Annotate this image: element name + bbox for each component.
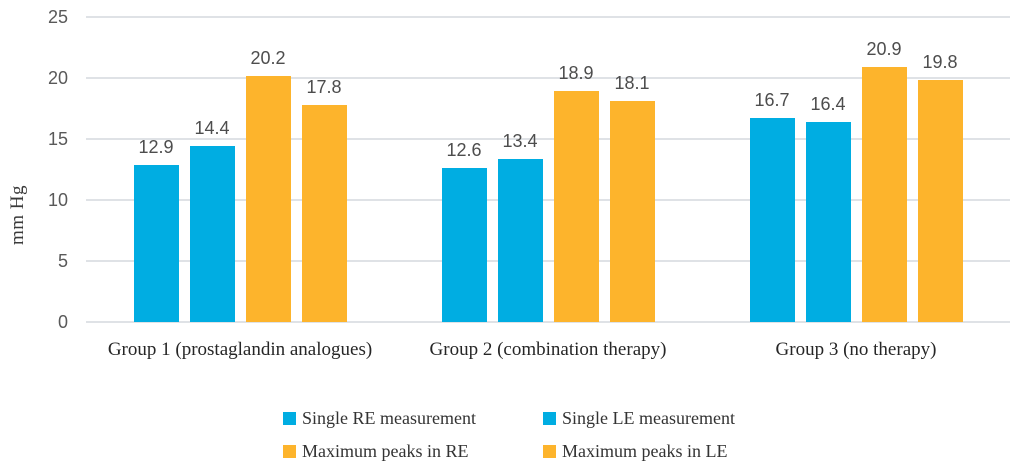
y-tick-label: 0 <box>57 312 68 332</box>
bar-value-label: 16.4 <box>810 93 846 114</box>
gridline <box>86 260 1010 262</box>
bar-value-label: 14.4 <box>194 118 230 139</box>
x-category-label: Group 1 (prostaglandin analogues) <box>107 339 373 360</box>
bar <box>301 104 347 322</box>
bar <box>133 164 179 322</box>
bar-value-label: 17.8 <box>306 76 342 97</box>
bar-value-label: 13.4 <box>502 130 538 151</box>
bar <box>441 168 487 322</box>
y-tick-label: 15 <box>47 129 68 149</box>
gridline <box>86 77 1010 79</box>
x-category-label: Group 3 (no therapy) <box>775 339 937 360</box>
bar-value-label: 16.7 <box>754 90 790 111</box>
bar <box>553 91 599 322</box>
plot-area: 12.9 14.4 20.2 17.8 12.6 13.4 18.9 18.1 16.7 16.4… <box>86 16 1010 323</box>
bar-value-label: 12.9 <box>138 136 174 157</box>
gridline <box>86 16 1010 18</box>
bar <box>245 75 291 322</box>
x-category-label: Group 2 (combination therapy) <box>429 339 667 360</box>
bar <box>805 121 851 322</box>
y-tick-label: 5 <box>57 251 68 271</box>
gridline <box>86 321 1010 323</box>
legend-swatch <box>283 444 296 458</box>
y-axis-title: mm Hg <box>7 184 28 246</box>
bar <box>497 158 543 322</box>
legend-swatch <box>543 444 556 458</box>
legend-item: Single LE measurement <box>543 407 735 428</box>
legend-label: Single LE measurement <box>562 407 735 428</box>
legend-item: Maximum peaks in LE <box>543 440 728 461</box>
bar-value-label: 18.1 <box>614 73 650 94</box>
y-tick-label: 25 <box>47 7 68 27</box>
bar-value-label: 18.9 <box>558 63 594 84</box>
legend-item: Single RE measurement <box>283 407 476 428</box>
legend-label: Single RE measurement <box>302 407 476 428</box>
bar-value-label: 20.2 <box>250 47 286 68</box>
gridline <box>86 138 1010 140</box>
legend-label: Maximum peaks in LE <box>562 440 728 461</box>
legend-swatch <box>283 411 296 425</box>
bar <box>609 101 655 322</box>
y-tick-label: 10 <box>47 190 68 210</box>
bar-value-label: 12.6 <box>446 140 482 161</box>
legend-label: Maximum peaks in RE <box>302 440 469 461</box>
y-tick-label: 20 <box>47 68 68 88</box>
bar <box>749 118 795 322</box>
bar <box>917 80 963 322</box>
legend-swatch <box>543 411 556 425</box>
bar <box>861 67 907 322</box>
bar-value-label: 19.8 <box>922 52 958 73</box>
bar-value-label: 20.9 <box>866 39 902 60</box>
gridline <box>86 199 1010 201</box>
legend-item: Maximum peaks in RE <box>283 440 469 461</box>
bar <box>189 146 235 322</box>
